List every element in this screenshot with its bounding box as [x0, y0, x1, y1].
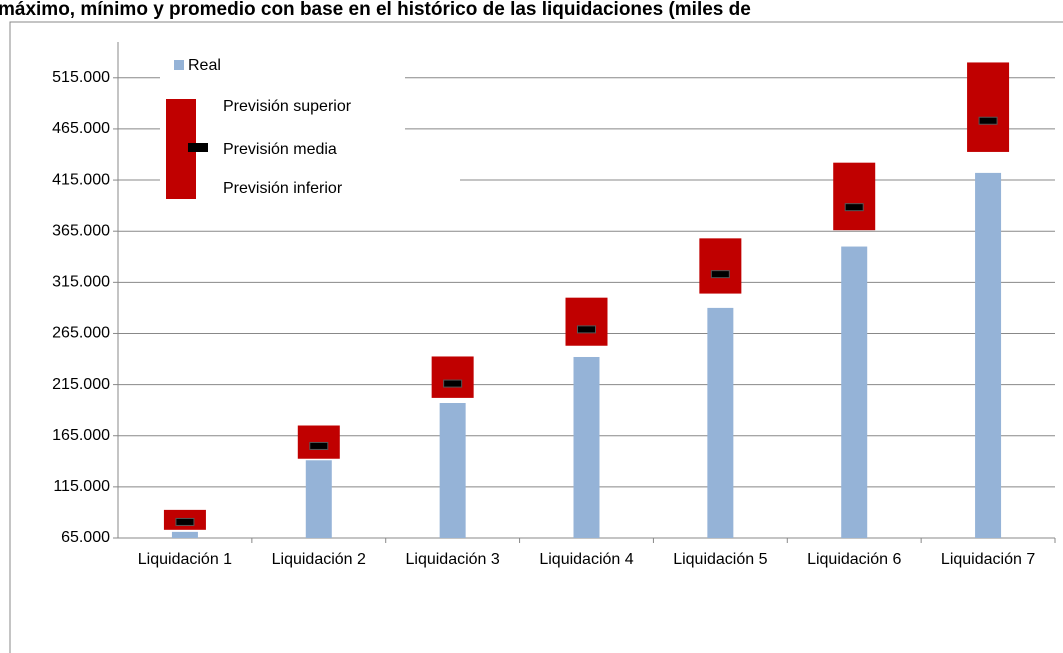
legend-label: Previsión inferior	[223, 180, 343, 197]
y-tick-label: 215.000	[52, 376, 110, 393]
chart-title: máximo, mínimo y promedio con base en el…	[0, 0, 751, 20]
legend-bg	[405, 135, 460, 195]
y-tick-label: 265.000	[52, 325, 110, 342]
bar	[841, 246, 868, 539]
bar	[439, 403, 466, 538]
bar	[573, 356, 600, 538]
x-tick-label: Liquidación 4	[539, 551, 633, 568]
y-tick-label: 115.000	[53, 478, 110, 495]
x-tick-label: Liquidación 1	[138, 551, 232, 568]
bar	[305, 460, 332, 538]
legend-label: Previsión media	[223, 141, 337, 158]
legend-swatch	[188, 143, 208, 152]
legend-swatch	[174, 60, 184, 70]
mean-mark	[577, 325, 596, 334]
range-box	[699, 238, 742, 294]
y-tick-label: 465.000	[52, 120, 110, 137]
range-box	[565, 297, 608, 346]
chart-frame	[9, 21, 1063, 653]
y-tick-label: 415.000	[52, 171, 110, 188]
x-tick-label: Liquidación 3	[405, 551, 499, 568]
mean-mark	[844, 203, 864, 212]
legend-label: Previsión superior	[223, 98, 352, 115]
bar	[707, 307, 734, 538]
legend-bg	[160, 52, 405, 202]
x-tick-label: Liquidación 5	[673, 551, 767, 568]
range-box	[833, 162, 876, 231]
mean-mark	[978, 116, 998, 125]
legend-label: Real	[188, 57, 221, 74]
x-tick-label: Liquidación 7	[941, 551, 1035, 568]
mean-mark	[309, 441, 329, 450]
y-tick-label: 65.000	[61, 529, 110, 546]
y-tick-label: 165.000	[52, 427, 110, 444]
x-tick-label: Liquidación 6	[807, 551, 901, 568]
bar	[975, 172, 1002, 539]
mean-mark	[443, 379, 463, 388]
mean-mark	[710, 270, 730, 279]
y-tick-label: 315.000	[52, 274, 110, 291]
mean-mark	[175, 517, 195, 526]
bar	[171, 531, 198, 538]
y-tick-label: 515.000	[52, 69, 110, 86]
y-tick-label: 365.000	[52, 222, 110, 239]
range-box	[431, 356, 474, 398]
range-box	[967, 62, 1010, 152]
x-tick-label: Liquidación 2	[272, 551, 366, 568]
